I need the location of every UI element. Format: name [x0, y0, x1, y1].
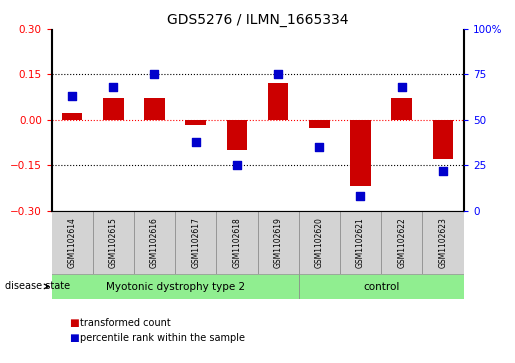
Point	[233, 162, 241, 168]
Text: GSM1102615: GSM1102615	[109, 217, 118, 268]
Bar	[309, 120, 330, 128]
Text: GSM1102620: GSM1102620	[315, 217, 324, 268]
Bar	[258, 211, 299, 274]
Bar	[144, 98, 165, 120]
Text: GSM1102623: GSM1102623	[438, 217, 448, 268]
Point	[109, 84, 117, 90]
Text: transformed count: transformed count	[80, 318, 170, 328]
Point	[439, 168, 447, 174]
Text: percentile rank within the sample: percentile rank within the sample	[80, 333, 245, 343]
Bar	[422, 211, 464, 274]
Text: GSM1102621: GSM1102621	[356, 217, 365, 268]
Point	[192, 139, 200, 144]
Bar	[299, 211, 340, 274]
Text: GSM1102619: GSM1102619	[273, 217, 283, 268]
Text: disease state: disease state	[5, 281, 70, 291]
Point	[398, 84, 406, 90]
Bar	[433, 120, 453, 159]
Bar	[134, 211, 175, 274]
Bar	[227, 120, 247, 150]
Bar	[52, 211, 93, 274]
Bar	[381, 211, 422, 274]
Bar	[340, 211, 381, 274]
Text: control: control	[363, 282, 399, 292]
Bar	[350, 120, 371, 186]
Bar	[185, 120, 206, 125]
Point	[356, 193, 365, 199]
Bar	[268, 83, 288, 120]
Text: GSM1102616: GSM1102616	[150, 217, 159, 268]
Point	[150, 72, 159, 77]
Bar	[93, 211, 134, 274]
Bar	[299, 274, 464, 299]
Text: GSM1102618: GSM1102618	[232, 217, 242, 268]
Bar	[216, 211, 258, 274]
Bar	[52, 274, 299, 299]
Text: ■: ■	[70, 318, 79, 328]
Bar	[175, 211, 216, 274]
Title: GDS5276 / ILMN_1665334: GDS5276 / ILMN_1665334	[167, 13, 348, 26]
Bar	[103, 98, 124, 120]
Text: ■: ■	[70, 333, 79, 343]
Bar	[391, 98, 412, 120]
Text: Myotonic dystrophy type 2: Myotonic dystrophy type 2	[106, 282, 245, 292]
Text: GSM1102617: GSM1102617	[191, 217, 200, 268]
Text: GSM1102622: GSM1102622	[397, 217, 406, 268]
Point	[68, 93, 76, 99]
Bar	[62, 113, 82, 120]
Point	[315, 144, 323, 150]
Point	[274, 72, 282, 77]
Text: GSM1102614: GSM1102614	[67, 217, 77, 268]
